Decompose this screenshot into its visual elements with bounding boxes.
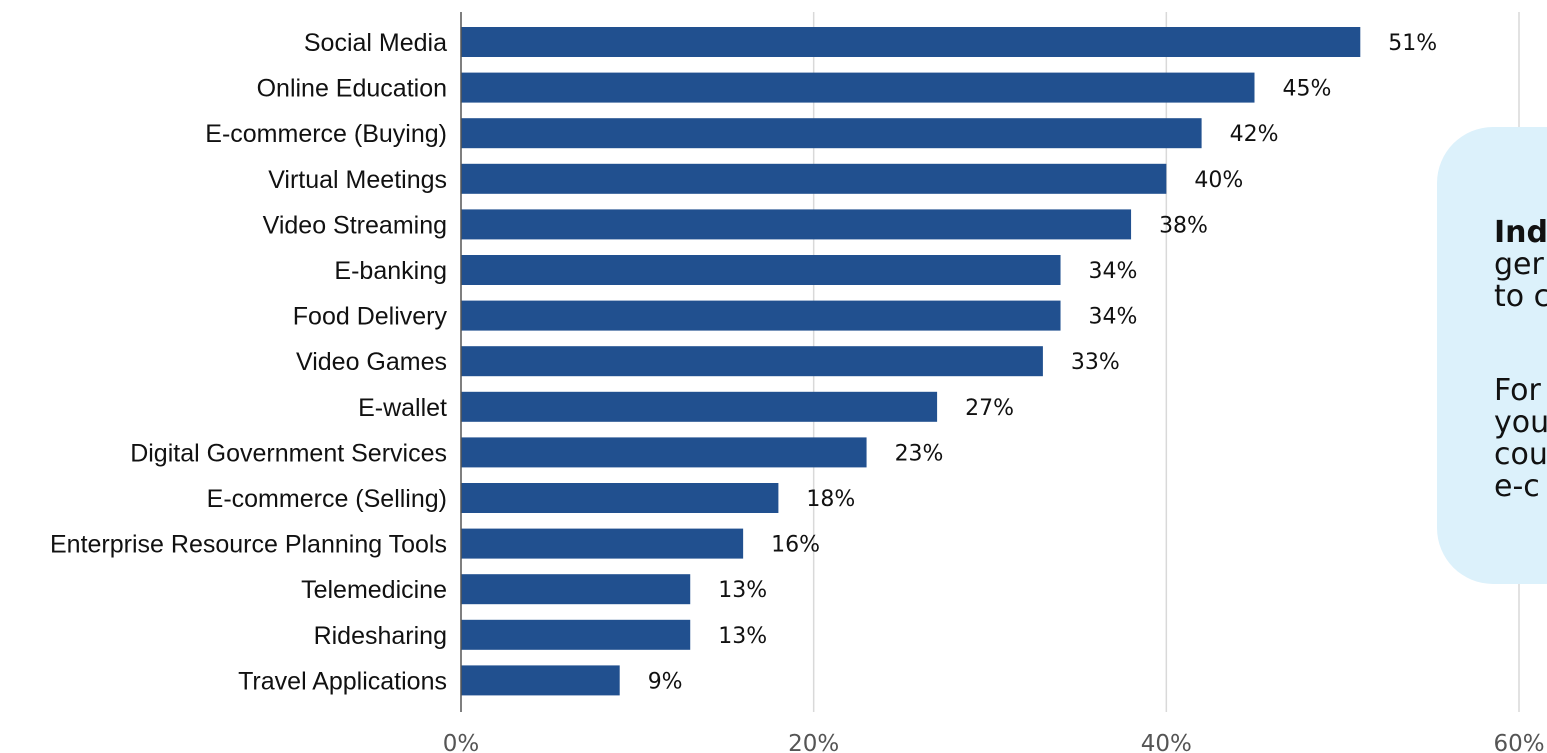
data-label: 13% xyxy=(718,624,767,649)
callout-line: cou xyxy=(1494,437,1547,472)
data-label: 27% xyxy=(965,396,1014,421)
bar xyxy=(461,665,620,696)
bar xyxy=(461,437,867,468)
bar xyxy=(461,209,1132,240)
bar xyxy=(461,27,1361,57)
bar xyxy=(461,528,744,559)
data-label: 45% xyxy=(1283,77,1332,102)
callout-bold-text: Ind xyxy=(1494,215,1547,250)
data-label: 13% xyxy=(718,578,767,603)
bar xyxy=(461,483,779,513)
bar xyxy=(461,118,1202,149)
category-label: Social Media xyxy=(304,29,447,57)
bar xyxy=(461,300,1061,331)
category-label: E-wallet xyxy=(358,394,447,422)
data-label: 16% xyxy=(771,533,820,558)
x-tick-label: 60% xyxy=(1493,731,1544,753)
category-label: Video Streaming xyxy=(263,211,447,239)
bar xyxy=(461,72,1255,103)
value-labels: 51%45%42%40%38%34%34%33%27%23%18%16%13%1… xyxy=(648,31,1438,694)
callout-line: you xyxy=(1494,405,1547,440)
data-label: 51% xyxy=(1388,31,1437,56)
callout-line: e-c xyxy=(1494,469,1540,504)
category-label: Virtual Meetings xyxy=(268,166,447,194)
category-labels: Social Media Online Education E-commerce (… xyxy=(50,29,447,695)
category-label: Online Education xyxy=(257,75,447,103)
bar xyxy=(461,391,938,422)
data-label: 18% xyxy=(806,487,855,512)
x-axis-tick-labels: 0% 20% 40% 60% xyxy=(443,731,1545,753)
bar xyxy=(461,255,1061,285)
data-label: 42% xyxy=(1230,122,1279,147)
bar xyxy=(461,619,691,650)
data-label: 38% xyxy=(1159,213,1208,238)
category-label: Telemedicine xyxy=(301,576,447,604)
bar xyxy=(461,163,1167,194)
data-label: 34% xyxy=(1089,259,1138,284)
callout-text: Ind ger to c For you cou e-c xyxy=(1494,185,1547,565)
callout-line: to c xyxy=(1494,279,1547,314)
x-tick-label: 40% xyxy=(1141,731,1192,753)
x-tick-label: 20% xyxy=(788,731,839,753)
category-label: Travel Applications xyxy=(238,667,447,695)
bar xyxy=(461,574,691,605)
bar xyxy=(461,346,1043,377)
category-label: Video Games xyxy=(296,348,447,376)
callout-paragraph-2: For you cou e-c xyxy=(1494,375,1547,503)
data-label: 23% xyxy=(895,441,944,466)
category-label: Digital Government Services xyxy=(130,439,447,467)
callout-paragraph-1: Ind ger to c xyxy=(1494,217,1547,313)
callout-box: Ind ger to c For you cou e-c xyxy=(1437,127,1547,584)
category-label: E-commerce (Selling) xyxy=(207,485,447,513)
category-label: E-commerce (Buying) xyxy=(205,120,447,148)
x-tick-label: 0% xyxy=(443,731,480,753)
data-label: 40% xyxy=(1194,168,1243,193)
callout-line: For xyxy=(1494,373,1541,408)
data-label: 34% xyxy=(1089,305,1138,330)
category-label: E-banking xyxy=(334,257,447,285)
callout-line: ger xyxy=(1494,247,1544,282)
data-label: 9% xyxy=(648,669,683,694)
bars xyxy=(461,27,1361,696)
data-label: 33% xyxy=(1071,350,1120,375)
category-label: Ridesharing xyxy=(314,622,447,650)
category-label: Food Delivery xyxy=(293,303,448,331)
category-label: Enterprise Resource Planning Tools xyxy=(50,531,447,559)
